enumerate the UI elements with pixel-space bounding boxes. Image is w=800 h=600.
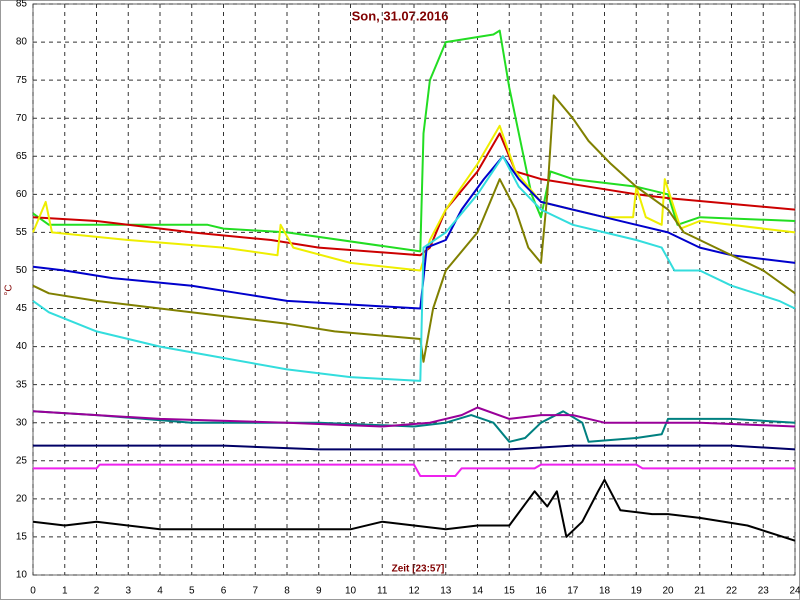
x-tick-label: 21	[694, 586, 706, 597]
y-tick-label: 15	[16, 532, 28, 543]
x-tick-label: 0	[30, 586, 36, 597]
x-tick-label: 14	[472, 586, 484, 597]
x-tick-label: 5	[189, 586, 195, 597]
y-axis-label: °C	[4, 284, 15, 295]
y-tick-label: 25	[16, 455, 28, 466]
y-tick-label: 85	[16, 0, 28, 10]
y-tick-label: 75	[16, 75, 28, 86]
x-tick-label: 6	[221, 586, 227, 597]
x-tick-label: 23	[758, 586, 770, 597]
series-line	[33, 463, 795, 477]
series-line	[32, 155, 796, 310]
series-line	[32, 132, 796, 257]
series-line	[32, 478, 796, 542]
y-tick-label: 80	[16, 37, 28, 48]
y-tick-label: 20	[16, 494, 28, 505]
x-tick-label: 2	[94, 586, 100, 597]
x-tick-label: 12	[408, 586, 420, 597]
y-tick-label: 60	[16, 189, 28, 200]
series-line	[32, 29, 796, 253]
series-line	[33, 444, 796, 451]
x-tick-label: 9	[316, 586, 322, 597]
x-tick-label: 13	[440, 586, 452, 597]
series-line	[32, 124, 796, 272]
y-tick-label: 10	[16, 570, 28, 581]
y-tick-label: 35	[16, 379, 28, 390]
x-tick-label: 18	[599, 586, 611, 597]
y-tick-label: 40	[16, 341, 28, 352]
chart-title: Son, 31.07.2016	[352, 8, 449, 23]
y-tick-label: 50	[16, 265, 28, 276]
series-line	[32, 94, 796, 363]
x-tick-label: 11	[377, 586, 388, 597]
x-tick-label: 1	[62, 586, 68, 597]
x-tick-label: 3	[125, 586, 131, 597]
y-tick-label: 55	[16, 227, 28, 238]
x-tick-label: 22	[726, 586, 738, 597]
x-tick-label: 17	[567, 586, 579, 597]
y-tick-label: 70	[16, 113, 28, 124]
series-line	[32, 406, 796, 428]
series-line	[32, 410, 796, 443]
x-axis-label: Zeit [23:57]	[392, 564, 445, 575]
y-tick-label: 65	[16, 151, 28, 162]
x-tick-label: 16	[535, 586, 547, 597]
x-tick-label: 8	[284, 586, 290, 597]
y-tick-label: 45	[16, 303, 28, 314]
x-tick-label: 19	[631, 586, 643, 597]
x-tick-label: 10	[345, 586, 357, 597]
x-tick-label: 15	[504, 586, 516, 597]
y-tick-label: 30	[16, 417, 28, 428]
x-tick-label: 24	[789, 586, 800, 597]
series-line	[32, 155, 796, 382]
x-tick-label: 4	[157, 586, 163, 597]
x-tick-label: 7	[252, 586, 258, 597]
x-tick-label: 20	[662, 586, 674, 597]
